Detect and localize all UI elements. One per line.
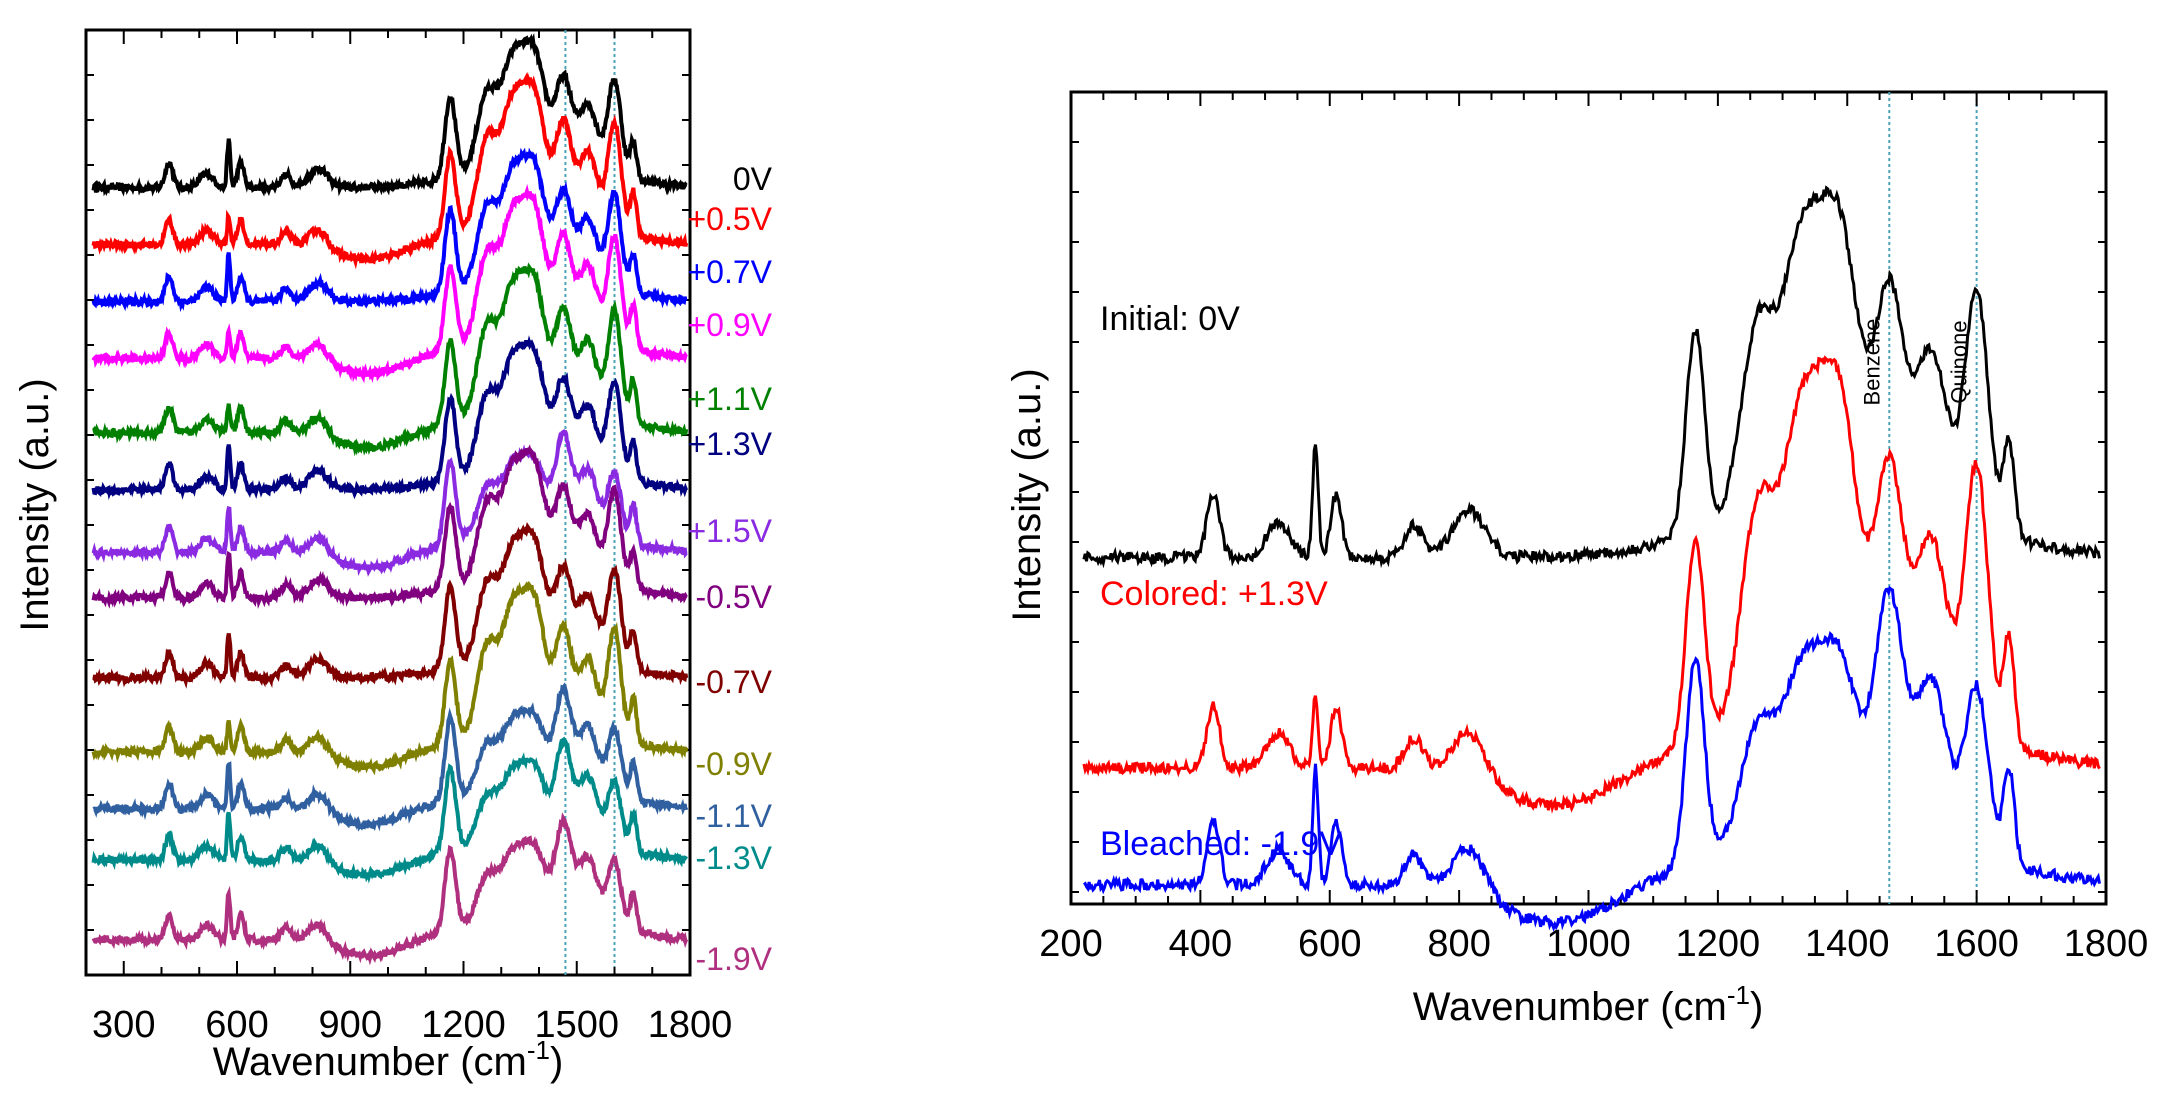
spectrum--0.9V xyxy=(91,580,689,776)
x-tick-label: 600 xyxy=(205,1004,268,1046)
spectrum--1.9V xyxy=(91,812,689,966)
right-plot-frame xyxy=(1069,90,2108,906)
x-tick-label: 400 xyxy=(1169,923,1232,965)
x-tick-label: 1500 xyxy=(534,1004,619,1046)
legend-Colored: +1.3V: Colored: +1.3V xyxy=(1100,575,1328,613)
legend-+0.5V: +0.5V xyxy=(687,201,772,237)
spectrum--0.7V xyxy=(92,521,689,689)
legend--0.5V: -0.5V xyxy=(696,579,773,615)
x-tick-label: 1200 xyxy=(421,1004,506,1046)
legend--1.9V: -1.9V xyxy=(696,941,773,977)
legend-+0.7V: +0.7V xyxy=(687,254,772,290)
legend-+1.5V: +1.5V xyxy=(687,513,772,549)
x-tick-label: 800 xyxy=(1427,923,1490,965)
x-tick-label: 300 xyxy=(92,1004,155,1046)
legend-+0.9V: +0.9V xyxy=(687,307,772,343)
legend-0V: 0V xyxy=(733,161,773,197)
spectrum-+1.5V xyxy=(91,428,688,578)
right-y-axis-label: Intensity (a.u.) xyxy=(1005,368,1049,621)
x-tick-label: 1600 xyxy=(1934,923,2019,965)
spectrum--1.1V xyxy=(92,682,689,832)
left-x-axis-label: Wavenumber (cm-1) xyxy=(213,1035,564,1084)
x-tick-label: 1200 xyxy=(1676,923,1761,965)
legend-+1.1V: +1.1V xyxy=(687,381,772,417)
legend-Initial: 0V: Initial: 0V xyxy=(1100,300,1240,338)
spectrum--0.5V xyxy=(91,444,688,610)
legend--0.9V: -0.9V xyxy=(696,746,773,782)
x-tick-label: 1400 xyxy=(1805,923,1890,965)
right-x-axis-label: Wavenumber (cm-1) xyxy=(1413,980,1764,1029)
x-tick-label: 900 xyxy=(319,1004,382,1046)
legend-+1.3V: +1.3V xyxy=(687,426,772,462)
legend--1.3V: -1.3V xyxy=(696,840,773,876)
spectrum-+0.7V xyxy=(91,147,688,313)
spectrum--1.3V xyxy=(91,736,688,884)
legend--1.1V: -1.1V xyxy=(696,798,773,834)
spectrum-+1.3V xyxy=(91,335,689,501)
spectrum-Colored: +1.3V xyxy=(1082,355,2101,814)
spectrum-+0.9V xyxy=(91,184,688,384)
x-tick-label: 600 xyxy=(1298,923,1361,965)
left-spectra-panel: 0V +0.5V +0.7V +0.9V +1.1V +1.3V +1.5V -0.5V -0.… xyxy=(13,28,773,1084)
x-tick-label: 1800 xyxy=(648,1004,733,1046)
spectrum-0V xyxy=(91,33,688,197)
spectrum-Initial: 0V xyxy=(1082,185,2101,569)
x-tick-label: 1000 xyxy=(1546,923,1631,965)
x-tick-label: 1800 xyxy=(2064,923,2149,965)
x-tick-label: 200 xyxy=(1039,923,1102,965)
spectrum-+0.5V xyxy=(91,71,689,270)
spectrum-+1.1V xyxy=(92,262,689,457)
left-y-axis-label: Intensity (a.u.) xyxy=(13,378,57,631)
legend--0.7V: -0.7V xyxy=(696,664,773,700)
spectrum-Bleached: -1.9V xyxy=(1082,585,2101,932)
legend-Bleached: -1.9V: Bleached: -1.9V xyxy=(1100,825,1342,863)
